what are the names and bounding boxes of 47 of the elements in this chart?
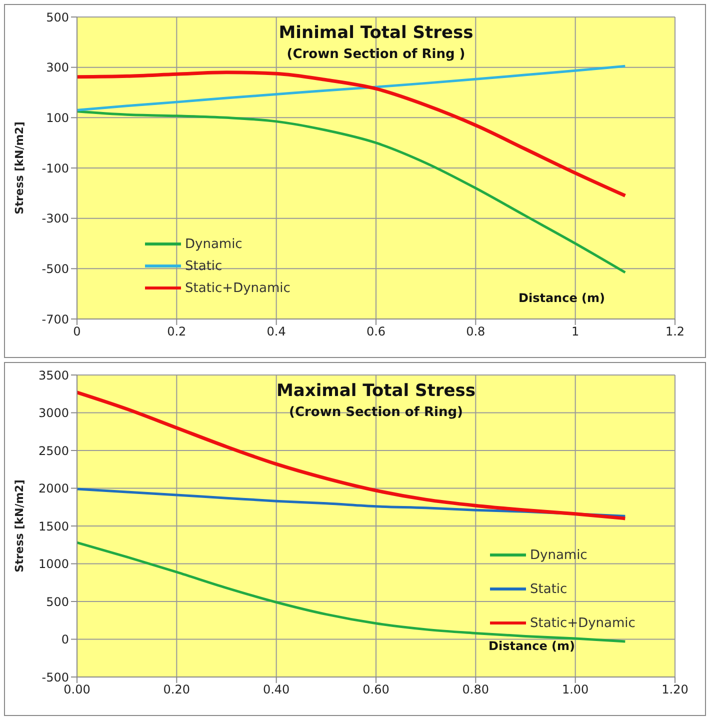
x-axis-title: Distance (m) [488, 639, 575, 653]
y-axis-title: Stress [kN/m2] [12, 480, 26, 572]
y-tick-label: -100 [42, 161, 69, 176]
legend-label: Dynamic [185, 236, 242, 252]
legend-label: Static [530, 582, 568, 596]
line-series [77, 110, 626, 274]
y-axis-title: Stress [kN/m2] [12, 122, 26, 214]
y-tick-label: 2500 [38, 444, 69, 458]
x-tick-label: 0.00 [64, 682, 90, 697]
x-axis-title: Distance (m) [518, 291, 605, 305]
chart-title: Minimal Total Stress [278, 23, 474, 43]
x-tick-label: 0.6 [366, 324, 386, 339]
y-tick-label: 1000 [38, 557, 69, 572]
y-tick-label: 0 [61, 632, 69, 647]
x-tick-label: 0.4 [266, 324, 286, 339]
legend-label: Dynamic [530, 548, 588, 562]
x-tick-label: 1.00 [562, 682, 589, 697]
y-tick-label: 500 [46, 10, 69, 24]
x-tick-label: 0.80 [462, 682, 490, 697]
x-tick-label: 0.60 [362, 682, 390, 697]
legend-label: Static+Dynamic [185, 280, 290, 296]
y-tick-label: -700 [42, 312, 69, 326]
x-tick-label: 0.20 [163, 682, 190, 697]
y-tick-label: 300 [46, 60, 69, 75]
y-tick-label: -500 [42, 262, 69, 276]
x-tick-label: 0.40 [262, 682, 290, 697]
x-tick-label: 0.2 [167, 324, 186, 339]
y-tick-label: 2000 [38, 482, 69, 496]
y-tick-label: -500 [42, 670, 69, 684]
line-series [77, 70, 627, 198]
line-series [77, 64, 626, 112]
x-tick-label: 0.8 [466, 324, 486, 339]
legend-label: Static+Dynamic [530, 616, 636, 630]
x-tick-label: 1.20 [662, 682, 688, 697]
y-tick-label: 100 [46, 110, 69, 125]
text: (Crown Section of Ring) [288, 405, 464, 420]
legend-label: Static [185, 258, 222, 274]
y-tick-label: 1500 [38, 519, 69, 534]
chart-title: Maximal Total Stress [276, 381, 476, 401]
x-tick-label: 1.2 [665, 324, 685, 339]
y-tick-label: -300 [42, 212, 69, 226]
x-tick-label: 0 [73, 324, 81, 339]
y-tick-label: 3000 [38, 406, 69, 420]
text: (Crown Section of Ring ) [286, 47, 466, 62]
y-tick-label: 3500 [38, 368, 69, 382]
x-tick-label: 1 [572, 324, 580, 339]
y-tick-label: 500 [46, 594, 69, 609]
